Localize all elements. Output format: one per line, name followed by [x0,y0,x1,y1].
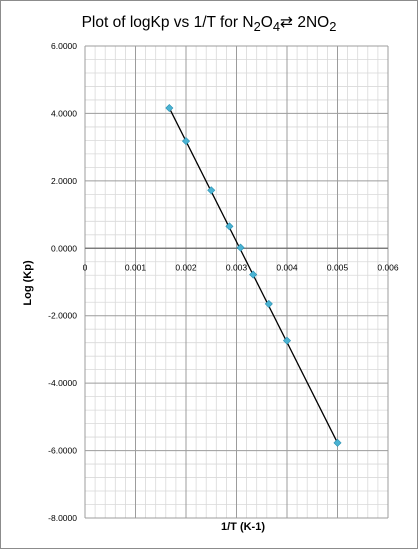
x-tick-labels: 0 0.001 0.002 0.003 0.004 0.005 0.006 [83,262,399,272]
chart-title-product: 2NO [293,14,330,31]
chart-title-subscript-3: 2 [329,19,337,35]
chart-title-main: Plot of logKp vs 1/T for N [81,14,254,31]
data-point [181,137,191,146]
x-tick-label: 0.003 [226,262,248,272]
x-tick-label: 0.002 [175,262,197,272]
x-tick-label: 0.001 [125,262,147,272]
chart-title: Plot of logKp vs 1/T for N2O4⇄ 2NO2 [0,13,418,34]
data-point [225,222,234,231]
major-gridlines [84,45,389,519]
data-point [165,104,174,113]
data-points [165,104,342,447]
y-tick-label: -8.0000 [48,513,77,523]
chart-title-subscript-2: 4 [272,19,281,35]
data-point [264,299,273,308]
y-tick-label: -4.0000 [48,378,77,388]
data-point [207,186,216,195]
y-axis-title: Log (Kp) [22,260,34,306]
data-point [249,270,258,279]
chart-title-oxygen: O [260,14,273,31]
chart-title-subscript-1: 2 [253,19,261,35]
y-tick-label: -2.0000 [48,311,77,321]
equilibrium-arrow-icon: ⇄ [280,14,294,31]
y-tick-label: 6.0000 [51,41,77,51]
data-point [333,438,342,447]
y-tick-label: 4.0000 [51,108,77,118]
y-tick-label: -6.0000 [48,446,77,456]
x-tick-label: 0.004 [276,262,298,272]
data-point [236,243,245,252]
y-tick-label: 2.0000 [51,176,77,186]
y-tick-labels: 6.0000 4.0000 2.0000 0.0000 -2.0000 -4.0000 -6… [48,41,77,523]
data-point [282,336,292,345]
x-axis-title: 1/T (K-1) [221,521,265,533]
x-tick-label: 0.006 [377,262,399,272]
y-tick-label: 0.0000 [51,243,77,253]
x-tick-label: 0.005 [327,262,349,272]
x-tick-label: 0 [83,262,88,272]
